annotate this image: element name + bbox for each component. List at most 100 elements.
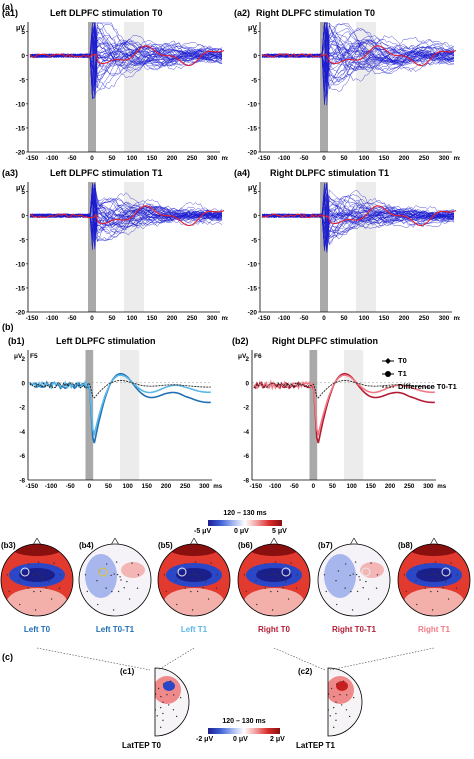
electrode (348, 715, 351, 718)
electrode (275, 573, 278, 576)
y-unit: μV (248, 185, 257, 192)
x-tick-label: -150 (250, 483, 263, 490)
electrode (445, 580, 447, 583)
panel-title: Right DLPFC stimulation T0 (256, 8, 375, 18)
electrode (415, 580, 417, 582)
electrode (271, 609, 274, 611)
y-tick-label: 5 (21, 29, 25, 36)
electrode (337, 570, 340, 572)
electrode (290, 562, 292, 564)
electrode (173, 694, 175, 696)
x-tick-label: 200 (161, 483, 172, 490)
y-tick-label: -4 (243, 429, 249, 436)
electrode (8, 590, 10, 593)
electrode (35, 573, 37, 575)
electrode (166, 693, 168, 696)
topography-row: (b3) Left T0 (b4) Left T0-T1 (b5) Left T1 (b6)… (0, 537, 474, 646)
electrode (41, 576, 43, 578)
electrode (430, 590, 432, 593)
electrode (205, 580, 207, 583)
electrode (323, 574, 326, 576)
electrode (120, 579, 122, 581)
weak-field (244, 588, 304, 616)
artifact-window (85, 350, 94, 480)
x-tick-label: 200 (167, 315, 178, 322)
electrode (370, 562, 372, 564)
colorbar-range: 120 – 130 ms (223, 510, 267, 517)
topomap: (b3) Left T0 (0, 537, 74, 634)
x-tick-label: 50 (340, 155, 348, 162)
electrode (435, 573, 438, 576)
electrode (436, 590, 439, 593)
y-tick-label: 0 (21, 380, 25, 387)
x-tick-label: 0 (88, 483, 92, 490)
y-tick-label: 5 (253, 189, 257, 196)
electrode (172, 709, 175, 711)
electrode (58, 587, 61, 589)
electrode (126, 580, 128, 583)
electrode (111, 590, 113, 593)
trace (261, 22, 455, 63)
y-tick-label: -15 (248, 125, 258, 132)
electrode (131, 562, 133, 564)
electrode (198, 576, 200, 578)
x-tick-label: -100 (278, 155, 291, 162)
electrode (255, 580, 257, 582)
topomap: (b6) Right T0 (237, 537, 311, 634)
electrode (175, 580, 177, 582)
x-tick-label: 200 (167, 155, 178, 162)
electrode (37, 561, 40, 563)
x-tick-label: 300 (439, 315, 450, 322)
x-tick-label: 0 (322, 315, 326, 322)
negative-core (416, 568, 452, 582)
channel-label: F6 (254, 353, 262, 360)
x-tick-label: 100 (347, 483, 358, 490)
topomap: (b4) Left T0-T1 (78, 537, 152, 634)
trace (29, 42, 223, 86)
x-tick-label: 100 (359, 315, 370, 322)
x-unit: ms (213, 483, 223, 490)
colorbar-tick-mid: 0 μV (234, 528, 249, 535)
electrode (159, 706, 162, 709)
x-unit: ms (221, 155, 228, 162)
trace (261, 22, 455, 81)
electrode (33, 590, 35, 593)
trace (261, 22, 455, 67)
electrode (354, 561, 357, 563)
lat-tep-panel (36, 647, 435, 737)
x-tick-label: 150 (366, 483, 377, 490)
x-unit: ms (437, 483, 447, 490)
y-tick-label: -10 (248, 101, 258, 108)
y-tick-label: -5 (251, 237, 257, 244)
trace (29, 22, 223, 63)
x-tick-label: 50 (108, 155, 116, 162)
electrode (257, 570, 260, 572)
panel-title: Right DLPFC stimulation T1 (270, 168, 389, 178)
topomap-label: Right T1 (418, 625, 451, 634)
electrode (362, 587, 364, 589)
x-tick-label: 300 (207, 155, 218, 162)
x-tick-label: -150 (26, 155, 39, 162)
topomap-label: Left T0 (24, 625, 51, 634)
analysis-window (344, 350, 364, 480)
panel-a2: (a2) Right DLPFC stimulation T0 μV 5 0 -5 -1… (234, 8, 460, 166)
electrode (336, 683, 338, 685)
electrode (340, 704, 343, 706)
electrode (276, 590, 279, 593)
x-tick-label: -100 (46, 315, 59, 322)
electrode (53, 562, 55, 564)
trace (261, 207, 455, 238)
electrode (265, 563, 267, 565)
panel-title: Left DLPFC stimulation (56, 336, 156, 346)
x-unit: ms (453, 155, 460, 162)
colorbar-gradient (208, 520, 282, 526)
x-tick-label: 0 (322, 155, 326, 162)
electrode (335, 701, 337, 703)
negative-core (176, 568, 212, 582)
electrode (169, 680, 172, 682)
y-unit: μV (238, 353, 247, 360)
electrode (185, 563, 187, 565)
x-tick-label: 50 (105, 483, 112, 490)
artifact-window (309, 350, 318, 480)
